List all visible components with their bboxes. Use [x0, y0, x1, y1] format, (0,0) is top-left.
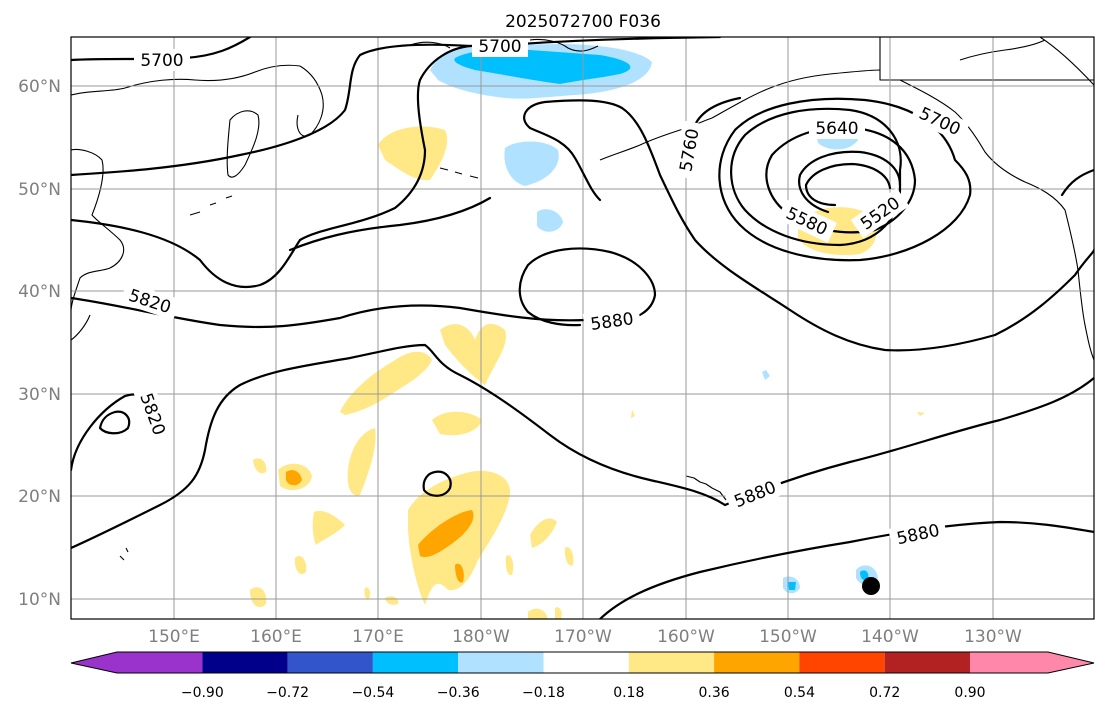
contour-label: 5700: [478, 37, 521, 57]
cyan-shading-s2: [860, 570, 869, 581]
storm-position-marker: [862, 577, 880, 595]
colorbar-tick: −0.18: [522, 685, 565, 701]
longitude-labels: 150°E 160°E 170°E 180°W 170°W 160°W 150°…: [148, 627, 1022, 647]
yellow-shading-s5: [530, 518, 557, 548]
colorbar-tick: 0.18: [613, 685, 644, 701]
lat-label: 40°N: [18, 282, 61, 302]
yellow-shading-s7: [505, 555, 514, 576]
map-frame: [70, 36, 1095, 620]
contour-label: 5700: [140, 51, 183, 71]
colorbar-segment: [628, 652, 715, 673]
colorbar: −0.90 −0.72 −0.54 −0.36 −0.18 0.18 0.36 …: [70, 651, 1095, 701]
blue-shading-bering: [504, 141, 559, 186]
blue-shading-s3: [762, 370, 770, 380]
yellow-shading-s1: [312, 510, 345, 545]
yellow-shading-s3: [250, 587, 267, 608]
colorbar-segment: [799, 652, 885, 673]
lat-label: 20°N: [18, 487, 61, 507]
colorbar-outline: [70, 651, 1095, 674]
colorbar-segment: [458, 652, 544, 673]
lat-label: 50°N: [18, 180, 61, 200]
yellow-shading-s11: [555, 607, 562, 619]
yellow-shading-s8: [528, 608, 548, 619]
yellow-shading-s10: [364, 587, 371, 600]
yellow-shading-thin: [347, 428, 376, 496]
colorbar-tick: 0.90: [954, 685, 985, 701]
lon-label: 140°W: [861, 627, 919, 647]
contour-label: 5640: [815, 119, 858, 139]
colorbar-segment: [884, 652, 970, 673]
colorbar-segment: [287, 652, 373, 673]
lat-label: 30°N: [18, 385, 61, 405]
cyan-shading-north: [454, 49, 631, 84]
lon-label: 130°W: [964, 627, 1022, 647]
map-title: 2025072700 F036: [505, 12, 661, 32]
yellow-shading-kamchatka: [378, 126, 448, 181]
lon-label: 170°E: [352, 627, 404, 647]
orange-shading-south: [418, 510, 474, 558]
lon-label: 180°W: [452, 627, 510, 647]
colorbar-segment: [543, 652, 629, 673]
colorbar-tick: 0.36: [699, 685, 730, 701]
colorbar-tick: −0.72: [266, 685, 309, 701]
colorbar-segment: [714, 652, 800, 673]
latitude-labels: 60°N 50°N 40°N 30°N 20°N 10°N: [18, 77, 61, 610]
lon-label: 160°W: [657, 627, 715, 647]
yellow-shading-band: [340, 351, 432, 415]
orange-shading-south2: [455, 563, 464, 583]
colorbar-extend-low: [71, 652, 117, 673]
graticule: [71, 37, 1094, 619]
lon-label: 150°W: [759, 627, 817, 647]
colorbar-segment: [117, 652, 203, 673]
colorbar-extend-high: [970, 652, 1094, 673]
map-area: 5700 5700 5700 5640 5760 5580 5520 5820 …: [71, 37, 1094, 619]
yellow-shading-s2: [294, 555, 307, 575]
lon-label: 170°W: [554, 627, 612, 647]
colorbar-tick: 0.72: [869, 685, 900, 701]
lat-label: 60°N: [18, 77, 61, 97]
lat-label: 10°N: [18, 590, 61, 610]
yellow-shading-s13: [917, 412, 925, 416]
colorbar-segment: [372, 652, 459, 673]
colorbar-tick: 0.54: [784, 685, 815, 701]
yellow-shading-s12: [631, 410, 635, 418]
yellow-shading-s6: [564, 547, 574, 566]
colorbar-tick: −0.54: [351, 685, 394, 701]
colorbar-segment: [202, 652, 288, 673]
lon-label: 150°E: [148, 627, 200, 647]
height-contours: [71, 37, 1094, 619]
lon-label: 160°E: [250, 627, 302, 647]
colorbar-tick: −0.90: [181, 685, 224, 701]
orange-shading-blob: [286, 470, 302, 486]
colorbar-tick: −0.36: [437, 685, 480, 701]
yellow-shading-s9: [385, 596, 399, 605]
yellow-shading-s4: [253, 458, 267, 474]
cyan-shading-s1: [788, 582, 796, 590]
blue-shading-small: [537, 209, 563, 232]
yellow-shading-mid1: [440, 323, 506, 385]
yellow-shading-mid2: [432, 411, 482, 436]
